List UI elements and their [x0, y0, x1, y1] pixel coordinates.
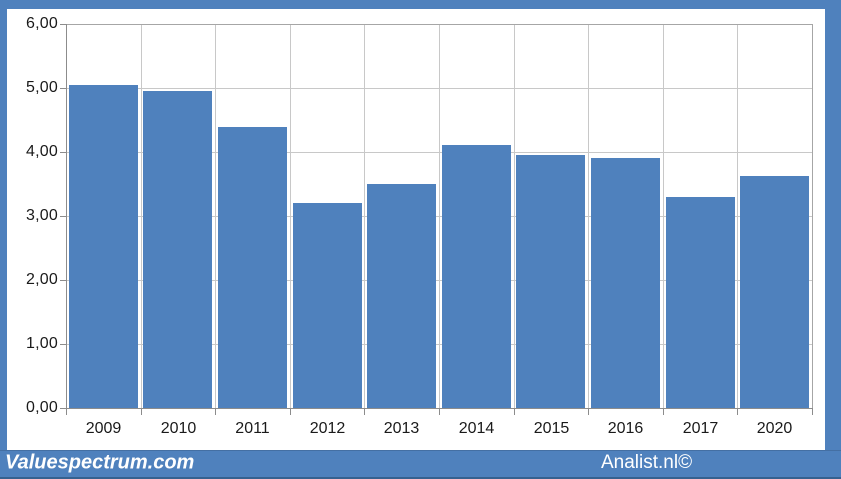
bar — [367, 184, 436, 408]
bar-chart: 0,00 1,00 2,00 3,00 4,00 5,00 6,00 2009 2010 2011… — [26, 15, 813, 437]
plot-border-top — [66, 24, 813, 25]
x-axis-label: 2016 — [607, 420, 644, 437]
x-axis-line — [66, 408, 813, 409]
bar — [666, 197, 735, 408]
frame-border-left — [0, 0, 7, 450]
frame-border-top — [0, 0, 841, 9]
gridline-vertical — [514, 24, 515, 408]
x-axis-tick — [588, 409, 589, 415]
x-axis-tick — [812, 409, 813, 415]
bar — [516, 155, 585, 408]
gridline-vertical — [737, 24, 738, 408]
x-axis-label: 2013 — [383, 420, 420, 437]
frame-border-right — [825, 0, 841, 450]
bar — [143, 91, 212, 408]
y-axis-line — [66, 24, 67, 409]
y-axis-tick — [60, 408, 66, 409]
x-axis-tick — [514, 409, 515, 415]
y-axis-label: 3,00 — [26, 207, 58, 224]
y-axis-tick — [60, 216, 66, 217]
gridline-vertical — [439, 24, 440, 408]
x-axis-label: 2014 — [458, 420, 495, 437]
y-axis-tick — [60, 24, 66, 25]
x-axis-tick — [439, 409, 440, 415]
y-axis-tick — [60, 344, 66, 345]
x-axis-tick — [364, 409, 365, 415]
bar — [591, 158, 660, 408]
y-axis-label: 1,00 — [26, 335, 58, 352]
x-axis-label: 2017 — [682, 420, 719, 437]
x-axis-tick — [737, 409, 738, 415]
bar — [740, 176, 809, 408]
gridline-vertical — [663, 24, 664, 408]
x-axis-tick — [290, 409, 291, 415]
x-axis-label: 2010 — [160, 420, 197, 437]
y-axis-label: 2,00 — [26, 271, 58, 288]
gridline-vertical — [141, 24, 142, 408]
y-axis-label: 5,00 — [26, 79, 58, 96]
analist-brand-label: Analist.nl© — [601, 452, 693, 474]
x-axis-label: 2011 — [235, 420, 270, 437]
gridline-vertical — [290, 24, 291, 408]
y-axis-tick — [60, 88, 66, 89]
x-axis-tick — [663, 409, 664, 415]
x-axis-label: 2020 — [756, 420, 793, 437]
y-axis-tick — [60, 280, 66, 281]
bar — [69, 85, 138, 408]
bar — [218, 127, 287, 408]
x-axis-tick — [66, 409, 67, 415]
x-axis-tick — [215, 409, 216, 415]
y-axis-tick — [60, 152, 66, 153]
gridline-vertical — [588, 24, 589, 408]
x-axis-tick — [141, 409, 142, 415]
x-axis-label: 2009 — [85, 420, 122, 437]
y-axis-label: 4,00 — [26, 143, 58, 160]
gridline-vertical — [364, 24, 365, 408]
plot-border-right — [812, 24, 813, 408]
x-axis-label: 2015 — [533, 420, 570, 437]
valuespectrum-brand-label: Valuespectrum.com — [5, 451, 195, 474]
bar — [442, 145, 511, 408]
y-axis-label: 6,00 — [26, 15, 58, 32]
bar — [293, 203, 362, 408]
gridline-vertical — [215, 24, 216, 408]
x-axis-label: 2012 — [309, 420, 346, 437]
y-axis-label: 0,00 — [26, 399, 58, 416]
footer-bar: Valuespectrum.com Analist.nl© — [0, 450, 841, 479]
